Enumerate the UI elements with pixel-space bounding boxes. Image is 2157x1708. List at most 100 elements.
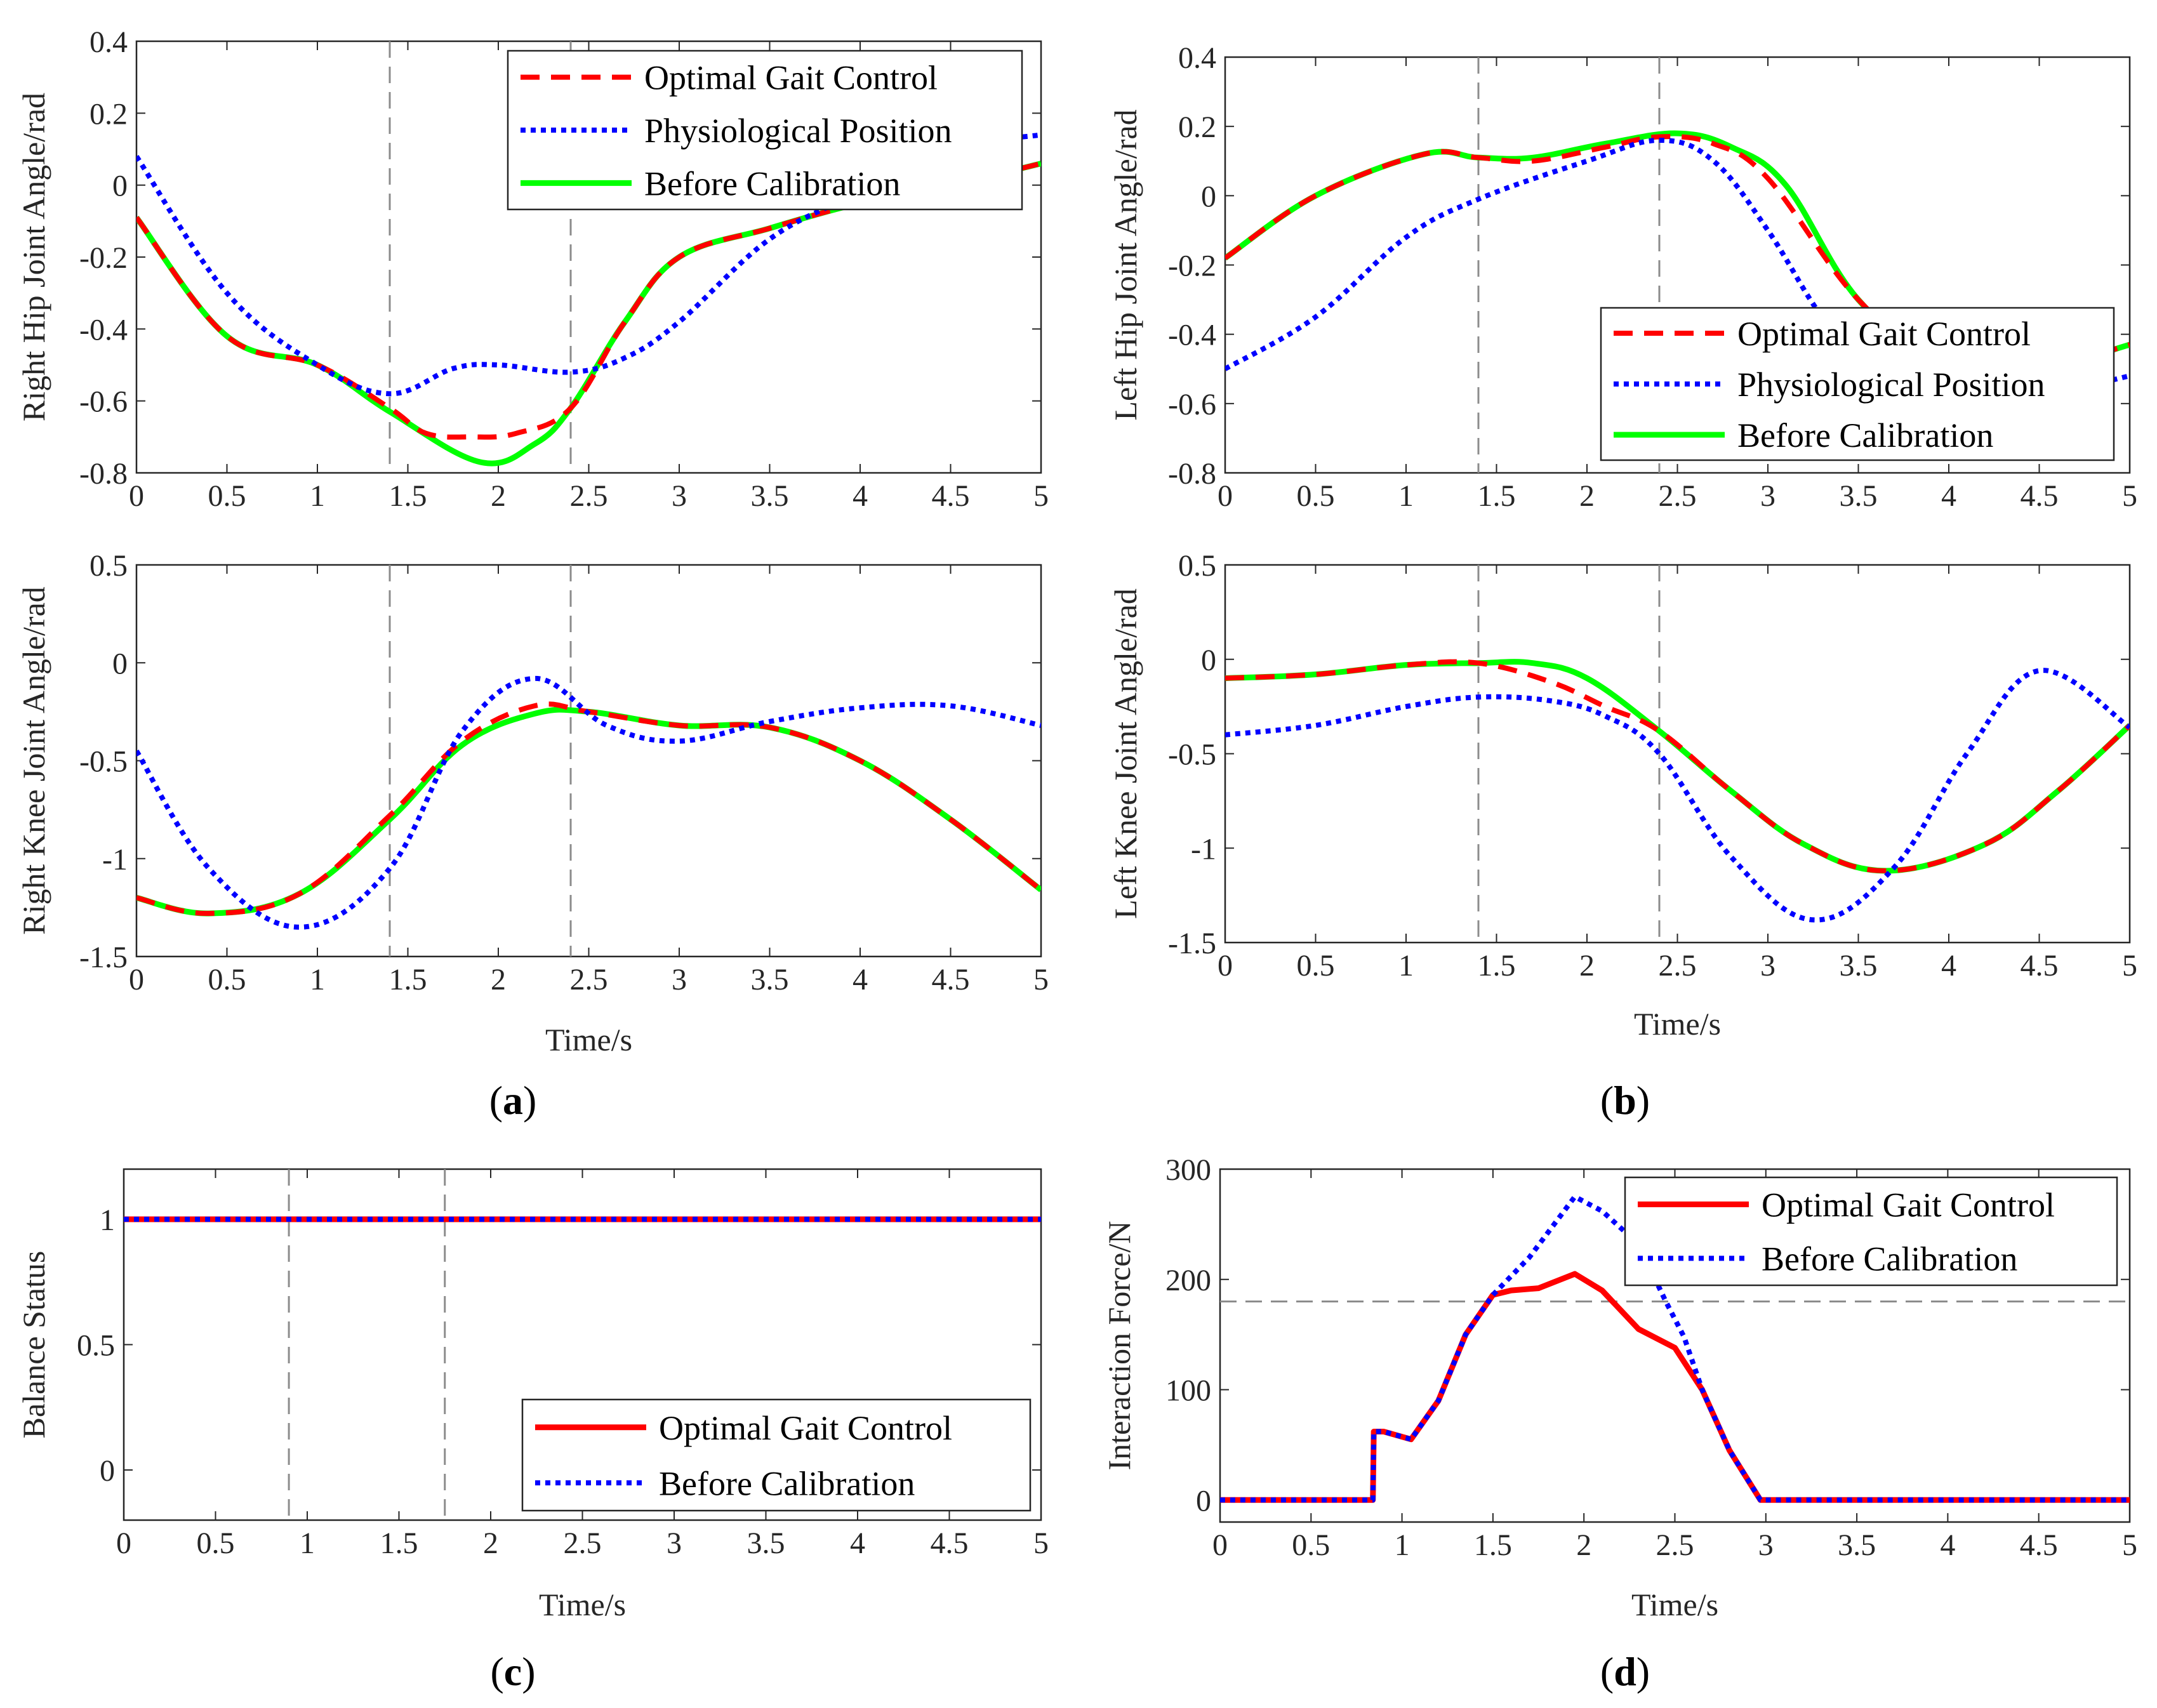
x-tick-label: 0.5 xyxy=(1292,1528,1330,1562)
legend: Optimal Gait Control Before Calibration xyxy=(1624,1176,2118,1287)
x-tick-label: 4.5 xyxy=(932,479,970,513)
y-tick-label: 1 xyxy=(100,1203,115,1237)
series-line-optimal-gait-control xyxy=(1225,659,2130,873)
plot-area xyxy=(135,564,1042,958)
legend-label: Physiological Position xyxy=(644,112,952,150)
x-tick-label: 3.5 xyxy=(747,1526,785,1560)
x-tick-label: 1.5 xyxy=(1478,949,1516,983)
x-tick-label: 2 xyxy=(483,1526,498,1560)
x-axis-label: Time/s xyxy=(1634,1006,1721,1042)
x-tick-label: 5 xyxy=(2122,949,2137,983)
x-tick-label: 2 xyxy=(491,479,506,513)
x-axis-label: Time/s xyxy=(545,1022,632,1057)
x-tick-label: 1 xyxy=(310,479,325,513)
x-tick-label: 2 xyxy=(1576,1528,1591,1562)
y-axis-label: Left Hip Joint Angle/rad xyxy=(1108,109,1143,420)
y-tick-label: -1 xyxy=(102,843,128,877)
x-tick-label: 4.5 xyxy=(2020,1528,2058,1562)
y-tick-label: -0.2 xyxy=(79,241,128,275)
y-axis-label: Balance Status xyxy=(16,1251,51,1439)
legend-label: Optimal Gait Control xyxy=(1762,1186,2055,1224)
x-tick-label: 4.5 xyxy=(2021,949,2059,983)
legend: Optimal Gait Control Physiological Positi… xyxy=(507,50,1023,211)
x-tick-label: 1 xyxy=(1398,949,1414,983)
plot-area xyxy=(1224,564,2131,944)
x-tick-label: 1.5 xyxy=(389,479,427,513)
y-tick-label: -0.6 xyxy=(79,385,128,419)
x-tick-label: 3 xyxy=(672,479,687,513)
x-tick-label: 0.5 xyxy=(1297,479,1335,513)
x-tick-label: 1 xyxy=(300,1526,315,1560)
chart-d: 0 0.5 1 1.5 2 2.5 3 3.5 4 4.5 5 0 100 200 300 Interacti… xyxy=(1101,1153,2137,1622)
legend-box xyxy=(1624,1176,2118,1287)
x-tick-label: 5 xyxy=(1033,1526,1049,1560)
chart-a1: 0 0.5 1 1.5 2 2.5 3 3.5 4 4.5 5 -0.8 -0.6 -0.4 -0.2 0 0.… xyxy=(16,25,1049,513)
legend-label: Optimal Gait Control xyxy=(659,1409,952,1447)
x-tick-label: 0 xyxy=(116,1526,131,1560)
y-tick-label: 0 xyxy=(112,647,128,680)
y-axis-label: Right Hip Joint Angle/rad xyxy=(16,93,51,421)
y-axis-label: Right Knee Joint Angle/rad xyxy=(16,586,51,935)
x-tick-label: 3.5 xyxy=(751,963,789,996)
series-line-before-calibration xyxy=(1220,1194,2130,1503)
x-tick-label: 3.5 xyxy=(751,479,789,513)
x-tick-label: 0.5 xyxy=(208,963,246,996)
x-tick-label: 1 xyxy=(310,963,325,996)
y-tick-label: 0.4 xyxy=(1178,41,1216,75)
x-tick-label: 2 xyxy=(491,963,506,996)
y-axis-label: Interaction Force/N xyxy=(1101,1221,1137,1471)
x-tick-label: 0 xyxy=(1218,479,1233,513)
x-tick-label: 2 xyxy=(1579,949,1595,983)
y-tick-label: -0.8 xyxy=(1168,457,1216,491)
y-tick-label: -1.5 xyxy=(79,941,128,974)
x-tick-label: 1 xyxy=(1395,1528,1410,1562)
x-tick-label: 0 xyxy=(1218,949,1233,983)
y-tick-label: 300 xyxy=(1165,1153,1211,1187)
y-tick-label: 0.5 xyxy=(77,1329,115,1363)
x-tick-label: 3 xyxy=(667,1526,682,1560)
x-tick-label: 1.5 xyxy=(1474,1528,1512,1562)
x-tick-label: 2.5 xyxy=(570,963,608,996)
panel-label-d: (d) xyxy=(1600,1649,1650,1694)
panel-label-a: (a) xyxy=(489,1078,537,1123)
y-tick-label: 0 xyxy=(1201,180,1216,213)
x-tick-label: 4.5 xyxy=(932,963,970,996)
legend-label: Before Calibration xyxy=(1737,416,1993,454)
x-tick-label: 4.5 xyxy=(931,1526,969,1560)
x-tick-label: 2.5 xyxy=(564,1526,602,1560)
x-tick-label: 1.5 xyxy=(380,1526,418,1560)
y-tick-label: -1.5 xyxy=(1168,927,1216,960)
x-tick-label: 4 xyxy=(853,479,868,513)
y-tick-label: -0.8 xyxy=(79,457,128,491)
x-tick-label: 0 xyxy=(1212,1528,1228,1562)
y-tick-label: -1 xyxy=(1191,832,1216,866)
x-tick-label: 5 xyxy=(2122,1528,2137,1562)
legend-label: Optimal Gait Control xyxy=(1737,315,2031,353)
legend-label: Before Calibration xyxy=(644,164,900,202)
x-tick-label: 0 xyxy=(129,479,144,513)
x-tick-label: 4 xyxy=(1941,479,1956,513)
y-tick-label: -0.4 xyxy=(1168,319,1216,352)
x-tick-label: 2.5 xyxy=(570,479,608,513)
series-line-physiological-position xyxy=(1225,138,2130,414)
x-tick-label: 1 xyxy=(1398,479,1414,513)
y-tick-label: 0.5 xyxy=(90,549,128,583)
y-tick-label: -0.5 xyxy=(79,745,128,779)
y-tick-label: -0.4 xyxy=(79,313,128,347)
x-tick-label: 1.5 xyxy=(1478,479,1516,513)
x-tick-label: 5 xyxy=(1033,479,1049,513)
x-tick-label: 1.5 xyxy=(389,963,427,996)
x-tick-label: 2.5 xyxy=(1659,479,1697,513)
y-tick-label: 200 xyxy=(1165,1264,1211,1297)
x-tick-label: 5 xyxy=(1033,963,1049,996)
x-tick-label: 3 xyxy=(1758,1528,1774,1562)
x-tick-label: 3.5 xyxy=(1838,1528,1876,1562)
legend: Optimal Gait Control Before Calibration xyxy=(521,1398,1032,1512)
y-axis-label: Left Knee Joint Angle/rad xyxy=(1108,588,1143,919)
legend-box xyxy=(521,1398,1032,1512)
series-line-optimal-gait-control xyxy=(136,701,1041,917)
legend-label: Before Calibration xyxy=(659,1464,915,1502)
x-tick-label: 3.5 xyxy=(1840,479,1878,513)
x-tick-label: 4 xyxy=(1941,949,1956,983)
